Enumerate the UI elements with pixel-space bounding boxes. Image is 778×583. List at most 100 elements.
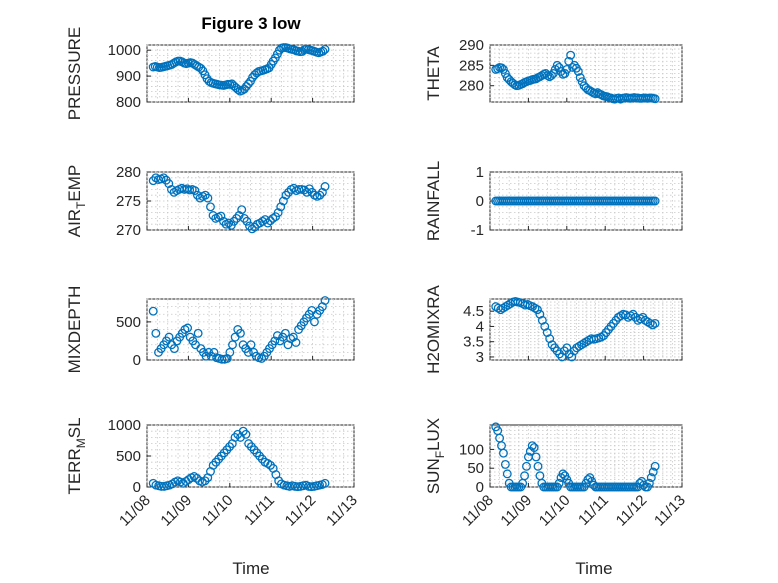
data-point: [650, 196, 660, 206]
y-tick-label: 800: [116, 94, 141, 111]
y-axis-label-main: AIR: [65, 209, 84, 237]
subplot-sun: 0 50 100 11/08 11/09 11/10 11/11 11/12 11/13 SUNF…: [424, 418, 689, 530]
data-point: [234, 211, 244, 220]
data-point: [650, 94, 660, 104]
series-markers: [148, 173, 330, 234]
data-point: [243, 79, 253, 89]
data-point: [164, 332, 174, 342]
data-point: [522, 461, 531, 471]
series-markers: [491, 422, 660, 492]
x-tick-label: 11/08: [116, 492, 154, 530]
y-tick-label: 285: [459, 57, 484, 74]
y-tick-label: 500: [116, 448, 141, 465]
data-point: [529, 443, 539, 452]
data-point: [498, 448, 508, 458]
data-point: [575, 73, 585, 83]
data-point: [246, 340, 256, 350]
subplot-theta: 280 285 290 THETA: [424, 37, 683, 104]
data-point: [520, 471, 530, 481]
data-point: [527, 441, 537, 451]
data-point: [177, 57, 187, 67]
data-point: [148, 306, 158, 316]
y-axis-label-main: THETA: [424, 46, 443, 101]
y-axis-label: PRESSURE: [65, 27, 84, 121]
y-tick-label: 1000: [108, 42, 141, 59]
data-point: [203, 193, 213, 203]
data-point: [646, 473, 656, 483]
data-point: [543, 71, 553, 80]
data-point: [644, 478, 654, 488]
data-point: [498, 64, 508, 74]
y-tick-label: 0: [476, 193, 484, 210]
y-axis-label-rest: SL: [65, 417, 84, 438]
data-point: [228, 340, 237, 350]
x-tick-label: 11/11: [575, 492, 612, 529]
series-markers: [491, 296, 660, 362]
x-tick-label: 11/08: [459, 492, 497, 530]
data-point: [552, 60, 562, 70]
data-point: [159, 173, 169, 183]
figure-title: Figure 3 low: [201, 14, 301, 33]
data-point: [560, 69, 570, 78]
y-tick-label: 0: [133, 352, 141, 369]
data-point: [564, 56, 574, 66]
data-point: [193, 328, 203, 338]
data-point: [281, 190, 291, 200]
y-tick-label: 280: [116, 164, 141, 181]
series-markers: [148, 43, 330, 96]
series-markers: [148, 296, 330, 364]
y-tick-label: 0: [476, 479, 484, 496]
y-axis-label: AIRTEMP: [65, 165, 88, 238]
data-point: [309, 317, 319, 327]
y-tick-label: -1: [471, 222, 484, 239]
data-point: [151, 328, 161, 338]
data-point: [169, 187, 179, 197]
x-tick-label: 11/12: [613, 492, 651, 530]
data-point: [500, 69, 510, 78]
y-tick-label: 100: [459, 441, 484, 458]
y-axis-label-main: TERR: [65, 448, 84, 494]
data-point: [502, 469, 512, 479]
data-point: [320, 44, 330, 54]
y-axis-label-subscript: M: [74, 438, 88, 448]
y-axis-label: MIXDEPTH: [65, 286, 84, 374]
data-point: [272, 331, 282, 341]
data-point: [573, 67, 583, 76]
data-point: [320, 296, 330, 305]
data-point: [280, 328, 290, 338]
data-point: [224, 218, 234, 228]
data-point: [219, 216, 228, 226]
data-point: [648, 467, 658, 477]
data-point: [156, 481, 166, 491]
data-point: [257, 354, 267, 363]
y-axis-label: H2OMIXRA: [424, 284, 443, 373]
x-axis-label-left: Time: [232, 559, 269, 578]
x-axis-label-right: Time: [575, 559, 612, 578]
data-point: [546, 71, 556, 80]
data-point: [190, 186, 200, 196]
series-markers: [148, 426, 330, 492]
y-axis-label-rest: LUX: [424, 418, 443, 451]
x-tick-label: 11/09: [157, 492, 195, 530]
subplot-mixdepth: 0 500 MIXDEPTH: [65, 286, 355, 374]
data-point: [320, 478, 330, 488]
data-point: [241, 429, 251, 439]
subplot-pressure: 800 900 1000 PRESSURE: [65, 27, 355, 121]
y-tick-label: 275: [116, 193, 141, 210]
x-tick-label: 11/09: [497, 492, 535, 530]
data-point: [233, 85, 243, 95]
data-point: [268, 213, 278, 223]
data-point: [568, 62, 578, 72]
y-axis-label: THETA: [424, 46, 443, 101]
data-point: [562, 64, 572, 74]
series-markers: [491, 50, 660, 104]
data-point: [183, 323, 193, 333]
series-markers: [491, 196, 660, 206]
y-axis-label-rest: EMP: [65, 165, 84, 202]
y-tick-label: 270: [116, 222, 141, 239]
data-point: [196, 63, 206, 73]
data-point: [650, 318, 660, 328]
subplot-air: 270 275 280 AIRTEMP: [65, 164, 355, 239]
data-point: [532, 305, 542, 315]
